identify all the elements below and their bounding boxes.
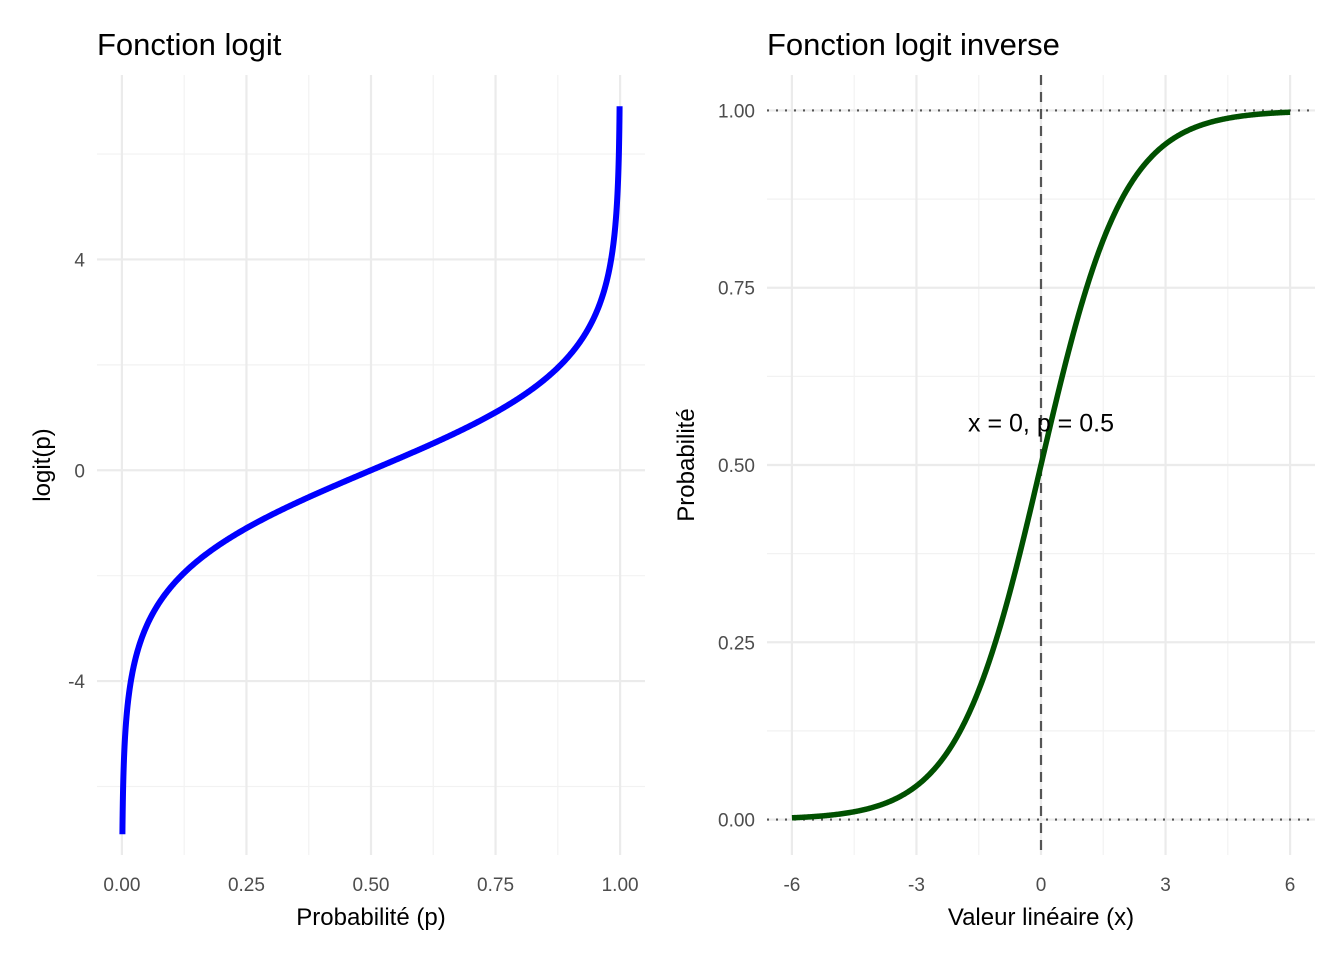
inverse-logit-x-tick-label: 6 xyxy=(1285,875,1296,896)
logit-chart-title: Fonction logit xyxy=(97,27,282,62)
inverse-logit-y-tick-label: 1.00 xyxy=(718,101,755,122)
logit-tick-labels: 0.00 0.25 0.50 0.75 1.00 -4 0 4 xyxy=(68,250,638,896)
logit-y-axis-label: logit(p) xyxy=(29,428,56,501)
inverse-logit-x-tick-label: 0 xyxy=(1036,875,1047,896)
inverse-logit-curve xyxy=(789,109,1293,821)
inverse-logit-y-tick-label: 0.00 xyxy=(718,811,755,832)
inverse-logit-y-tick-label: 0.25 xyxy=(718,633,755,654)
logit-x-tick-label: 0.75 xyxy=(477,875,514,896)
inverse-logit-annotation: x = 0, p = 0.5 xyxy=(968,409,1114,437)
inverse-logit-annotations: x = 0, p = 0.5 xyxy=(968,409,1114,437)
logit-y-tick-label: 0 xyxy=(74,461,85,482)
logit-grid xyxy=(97,75,645,855)
logit-series xyxy=(119,103,623,837)
logit-y-tick-label: -4 xyxy=(68,672,85,693)
inverse-logit-chart-title: Fonction logit inverse xyxy=(767,27,1060,62)
inverse-logit-x-tick-label: -3 xyxy=(908,875,925,896)
logit-x-tick-label: 0.25 xyxy=(228,875,265,896)
inverse-logit-y-axis-label: Probabilité xyxy=(673,408,700,521)
logit-y-tick-label: 4 xyxy=(74,250,85,271)
inverse-logit-reference-lines xyxy=(767,75,1315,855)
inverse-logit-x-axis-label: Valeur linéaire (x) xyxy=(948,904,1134,931)
logit-panel: 0.00 0.25 0.50 0.75 1.00-404 Fonction logit … xyxy=(29,27,645,931)
inverse-logit-series xyxy=(789,109,1293,821)
inverse-logit-y-tick-label: 0.75 xyxy=(718,279,755,300)
inverse-logit-y-tick-label: 0.50 xyxy=(718,456,755,477)
inverse-logit-x-tick-label: -6 xyxy=(783,875,800,896)
logit-curve xyxy=(119,103,623,837)
inverse-logit-panel: x = 0, p = 0.5 -6 -3 0 3 6 0.00 0.25 0.50 0.75 1.… xyxy=(673,27,1315,931)
logit-x-tick-label: 1.00 xyxy=(602,875,639,896)
logit-x-tick-label: 0.50 xyxy=(353,875,390,896)
inverse-logit-x-tick-label: 3 xyxy=(1160,875,1171,896)
logit-x-tick-label: 0.00 xyxy=(103,875,140,896)
inverse-logit-tick-labels: -6 -3 0 3 6 0.00 0.25 0.50 0.75 1.00 xyxy=(718,101,1295,896)
logit-x-axis-label: Probabilité (p) xyxy=(296,904,445,931)
